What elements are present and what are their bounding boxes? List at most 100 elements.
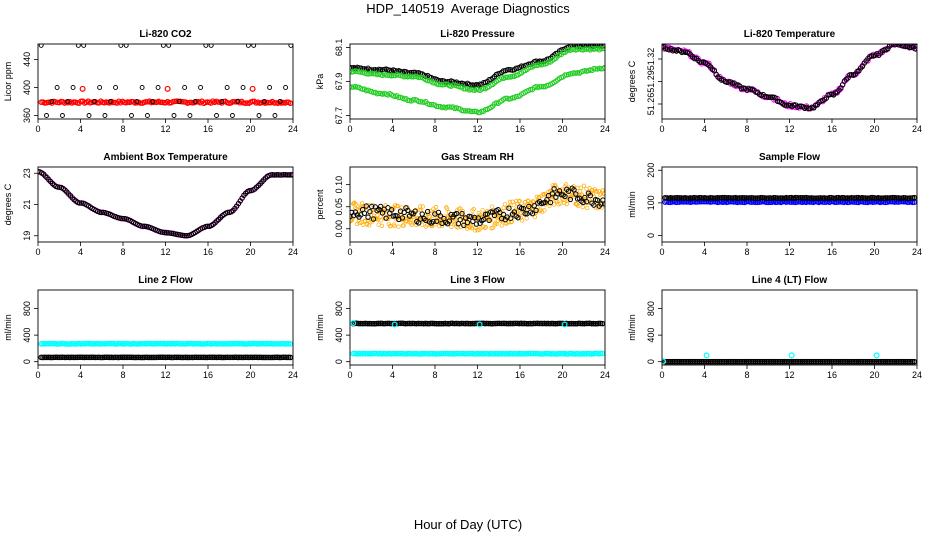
data-point bbox=[561, 321, 568, 328]
data-point bbox=[806, 358, 813, 365]
data-point bbox=[511, 209, 518, 215]
panel-title: Line 2 Flow bbox=[138, 275, 193, 286]
data-point bbox=[517, 198, 522, 203]
data-point bbox=[682, 358, 688, 365]
data-point bbox=[150, 341, 156, 347]
x-tick-label: 12 bbox=[472, 247, 482, 257]
data-point bbox=[888, 44, 895, 48]
data-point bbox=[97, 85, 103, 90]
data-point bbox=[181, 354, 187, 361]
data-point bbox=[490, 225, 495, 230]
data-point bbox=[499, 223, 504, 228]
data-point bbox=[520, 205, 527, 212]
data-point bbox=[691, 358, 697, 365]
data-point bbox=[235, 99, 241, 104]
series-group bbox=[662, 194, 917, 206]
data-point bbox=[49, 340, 55, 347]
data-point bbox=[163, 230, 169, 236]
data-point bbox=[743, 358, 750, 365]
y-tick-label: 0 bbox=[22, 359, 32, 364]
data-point bbox=[502, 74, 509, 80]
data-point bbox=[453, 221, 458, 226]
data-point bbox=[438, 320, 445, 327]
x-tick-label: 8 bbox=[432, 370, 437, 380]
data-point bbox=[159, 354, 166, 361]
x-tick-label: 12 bbox=[472, 370, 482, 380]
data-point bbox=[549, 351, 555, 357]
data-point bbox=[835, 358, 842, 365]
data-point bbox=[803, 358, 809, 365]
data-point bbox=[391, 321, 398, 328]
data-point bbox=[354, 221, 360, 227]
data-point bbox=[583, 198, 590, 205]
data-point bbox=[700, 358, 706, 365]
x-tick-label: 0 bbox=[659, 124, 664, 134]
data-point bbox=[90, 341, 97, 347]
data-point bbox=[725, 358, 732, 365]
data-point bbox=[720, 358, 726, 365]
series-line-1 bbox=[38, 340, 293, 347]
y-axis-label: degrees C bbox=[3, 183, 13, 225]
x-tick-label: 8 bbox=[120, 124, 125, 134]
data-point bbox=[519, 218, 525, 223]
data-point bbox=[512, 320, 519, 327]
data-point bbox=[144, 340, 151, 347]
data-point bbox=[157, 99, 164, 106]
data-point bbox=[164, 354, 171, 361]
series-line-1 bbox=[38, 169, 293, 239]
data-point bbox=[249, 85, 256, 92]
y-tick-label: 0.00 bbox=[334, 220, 344, 238]
data-point bbox=[468, 108, 474, 115]
data-point bbox=[572, 320, 579, 327]
y-tick-label: 800 bbox=[646, 301, 656, 316]
data-point bbox=[522, 211, 528, 217]
data-point bbox=[130, 354, 137, 361]
panel-gas-stream-rh: Gas Stream RH percent 0 4 8 12 16 20 24 0.00 0.05 0… bbox=[315, 152, 610, 257]
data-point bbox=[394, 203, 399, 209]
panel-sample-flow: Sample Flow ml/min 0 4 8 12 16 20 24 0 100 200 bbox=[627, 152, 922, 257]
panel-li-820-co2: Li-820 CO2 Licor ppm 0 4 8 12 16 20 24 360 400 440 bbox=[3, 29, 298, 134]
data-point bbox=[417, 99, 424, 105]
data-point bbox=[456, 350, 463, 357]
x-tick-label: 16 bbox=[827, 247, 837, 257]
data-point bbox=[94, 354, 100, 361]
data-point bbox=[817, 358, 824, 365]
data-point bbox=[745, 358, 752, 365]
data-point bbox=[487, 350, 494, 357]
data-point bbox=[583, 46, 590, 52]
data-point bbox=[271, 172, 278, 178]
y-tick-label: 0 bbox=[646, 233, 656, 238]
data-point bbox=[276, 354, 283, 361]
data-point bbox=[56, 354, 63, 361]
data-point bbox=[741, 358, 748, 365]
data-point bbox=[415, 351, 422, 357]
series-group bbox=[38, 340, 293, 361]
data-point bbox=[547, 203, 552, 208]
data-point bbox=[529, 210, 536, 217]
data-point bbox=[405, 205, 410, 210]
data-point bbox=[351, 201, 356, 206]
series-line-3 bbox=[79, 85, 256, 92]
y-tick-label: 51.32 bbox=[646, 48, 656, 71]
data-point bbox=[702, 358, 708, 365]
data-point bbox=[490, 204, 495, 209]
data-point bbox=[38, 341, 44, 347]
x-tick-label: 16 bbox=[203, 247, 213, 257]
data-point bbox=[286, 172, 292, 178]
data-point bbox=[475, 215, 481, 221]
plot-frame bbox=[349, 289, 606, 366]
data-point bbox=[79, 85, 86, 92]
data-point bbox=[596, 320, 602, 327]
data-point bbox=[852, 358, 858, 365]
data-point bbox=[855, 358, 862, 365]
series-group bbox=[350, 320, 605, 357]
data-point bbox=[514, 208, 520, 214]
data-point bbox=[385, 72, 391, 78]
data-point bbox=[675, 358, 681, 365]
data-point bbox=[814, 358, 820, 365]
data-point bbox=[449, 224, 454, 230]
data-point bbox=[101, 340, 108, 347]
data-point bbox=[408, 73, 415, 80]
series-line-2 bbox=[350, 185, 605, 229]
data-point bbox=[534, 194, 539, 200]
